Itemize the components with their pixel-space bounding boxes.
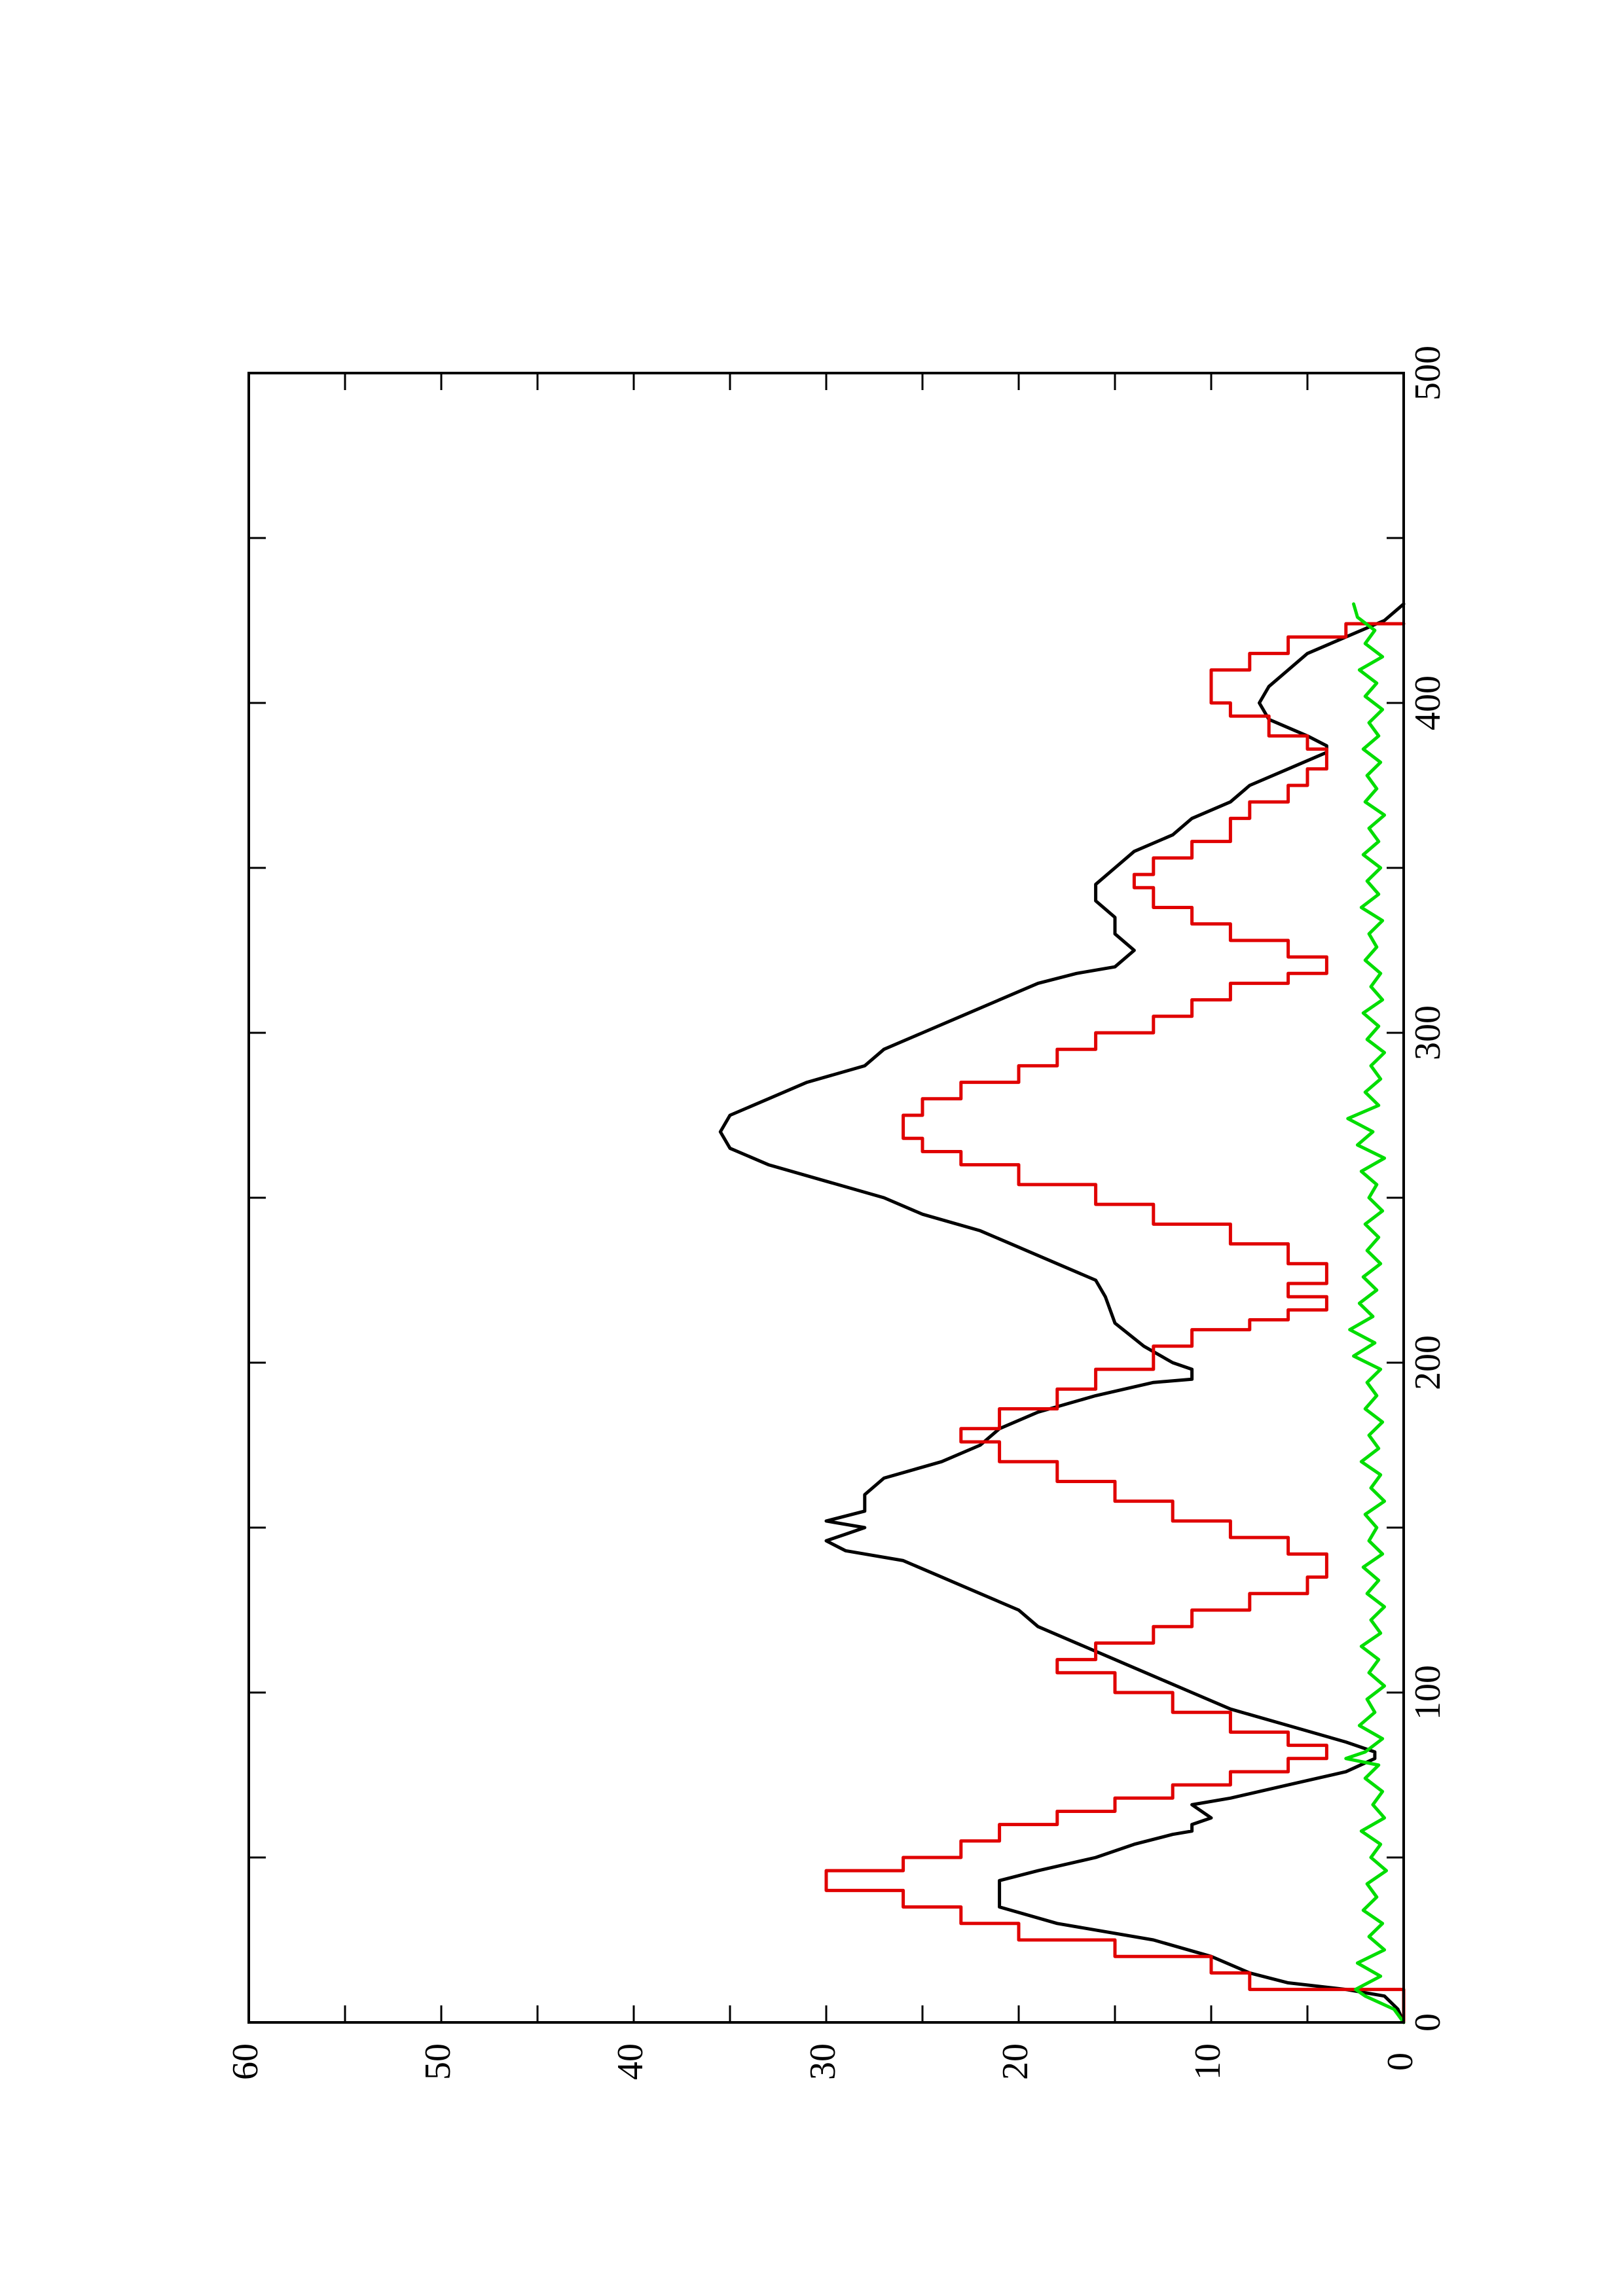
x-tick-label: 400 [1408,675,1448,730]
x-tick-label: 500 [1408,346,1448,401]
x-tick-label: 0 [1408,2013,1448,2032]
series-black-line [718,602,1406,2024]
series-layer [718,602,1406,2024]
y-tick-label: 30 [803,2043,843,2080]
series-red-line [824,622,1406,2024]
x-tick-label: 200 [1408,1335,1448,1390]
series-green-line [1344,602,1406,2024]
y-tick-label: 50 [418,2043,458,2080]
y-tick-label: 40 [610,2043,651,2080]
y-tick-label: 0 [1380,2053,1421,2071]
x-tick-label: 100 [1408,1665,1448,1720]
labels-layer: 0 100 200 300 400 500 0 10 20 30 40 50 60 [225,346,1448,2080]
x-tick-label: 300 [1408,1005,1448,1060]
y-tick-label: 20 [995,2043,1036,2080]
y-tick-label: 60 [225,2043,266,2080]
ticks-layer [247,372,1405,2024]
y-tick-label: 10 [1188,2043,1228,2080]
